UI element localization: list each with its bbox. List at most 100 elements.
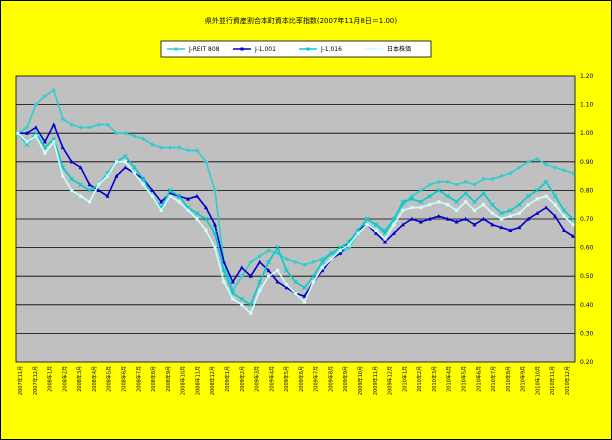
y-tick-label: 0.70 <box>580 216 594 223</box>
data-point <box>33 102 39 107</box>
data-point <box>454 199 459 205</box>
data-point <box>347 243 351 247</box>
data-point <box>257 259 262 264</box>
data-point <box>373 222 379 228</box>
data-point <box>240 303 244 307</box>
data-point <box>526 159 531 164</box>
y-tick-label: 1.10 <box>580 102 594 109</box>
x-tick-label: 2009年11月 <box>372 366 379 395</box>
data-point <box>525 193 531 199</box>
x-tick-label: 2009年9月 <box>342 366 349 392</box>
data-point <box>302 300 307 304</box>
data-point <box>159 199 164 204</box>
data-point <box>320 268 325 273</box>
data-point <box>69 159 74 164</box>
data-point <box>159 145 164 150</box>
data-point <box>185 148 191 153</box>
data-point <box>437 200 441 204</box>
data-point <box>436 213 441 218</box>
data-point <box>78 125 83 130</box>
data-point <box>248 259 253 265</box>
data-point <box>383 239 388 244</box>
data-point <box>176 193 182 199</box>
data-point <box>257 253 262 259</box>
data-point <box>392 223 396 227</box>
y-axis: 0.20 0.30 0.40 0.50 0.60 0.70 0.80 0.90 1.00 1.10… <box>580 73 594 366</box>
x-tick-label: 2010年4月 <box>446 366 453 392</box>
data-point <box>499 225 504 230</box>
data-point <box>561 168 567 173</box>
x-tick-label: 2008年8月 <box>150 366 157 392</box>
x-tick-label: 2010年11月 <box>549 366 556 395</box>
data-point <box>526 203 530 207</box>
legend-label: J-1.016 <box>320 46 342 53</box>
data-point <box>167 145 173 150</box>
data-point <box>221 268 227 273</box>
data-point <box>544 205 549 210</box>
legend-marker <box>174 47 178 51</box>
data-point <box>275 279 280 284</box>
data-point <box>374 231 379 235</box>
data-point <box>230 291 236 296</box>
x-tick-label: 2010年7月 <box>490 366 497 392</box>
x-tick-label: 2009年6月 <box>298 366 305 392</box>
data-point <box>212 188 218 193</box>
data-point <box>400 222 405 227</box>
data-point <box>463 179 468 185</box>
data-point <box>159 208 163 213</box>
data-point <box>571 223 575 227</box>
series-layer <box>15 88 576 315</box>
legend-marker <box>306 47 310 51</box>
data-point <box>60 116 65 122</box>
data-point <box>123 165 128 170</box>
data-point <box>150 188 155 192</box>
data-point <box>231 297 235 301</box>
chart-legend: J-REIT 808 J-1.001 J-1.016 日本株価 <box>160 40 432 58</box>
data-point <box>16 131 20 135</box>
data-point <box>60 145 65 150</box>
legend-label: 日本株価 <box>387 45 411 53</box>
x-tick-label: 2009年10月 <box>357 366 364 395</box>
data-point <box>365 223 369 227</box>
data-point <box>195 217 199 221</box>
data-point <box>123 153 128 159</box>
data-point <box>167 188 173 193</box>
data-point <box>275 245 280 250</box>
data-point <box>481 176 486 182</box>
data-point <box>561 208 567 213</box>
y-tick-label: 0.50 <box>580 273 594 280</box>
data-point <box>78 165 83 170</box>
data-point <box>338 251 343 255</box>
data-point <box>328 250 334 256</box>
x-tick-label: 2009年1月 <box>224 366 231 392</box>
data-point <box>338 248 342 253</box>
x-tick-label: 2010年5月 <box>461 366 468 392</box>
data-point <box>400 199 406 205</box>
data-point <box>203 159 209 164</box>
data-point <box>490 176 495 182</box>
x-tick-label: 2007年11月 <box>17 366 24 395</box>
data-point <box>445 179 450 185</box>
data-point <box>43 151 47 155</box>
x-tick-label: 2008年3月 <box>76 366 83 392</box>
data-point <box>24 131 29 135</box>
data-point <box>239 274 244 279</box>
data-point <box>257 279 263 285</box>
y-tick-label: 1.00 <box>580 130 594 137</box>
data-point <box>472 199 477 205</box>
data-point <box>311 280 316 284</box>
data-point <box>123 160 128 164</box>
y-tick-label: 0.40 <box>580 302 594 309</box>
data-point <box>508 228 513 233</box>
data-point <box>284 268 289 273</box>
y-tick-label: 0.60 <box>580 245 594 252</box>
data-point <box>427 216 432 221</box>
data-point <box>140 176 146 182</box>
data-point <box>284 283 289 287</box>
data-point <box>517 165 522 170</box>
legend-label: J-REIT 808 <box>188 46 220 53</box>
x-tick-label: 2008年9月 <box>165 366 172 392</box>
data-point <box>186 196 191 201</box>
data-point <box>553 203 557 207</box>
